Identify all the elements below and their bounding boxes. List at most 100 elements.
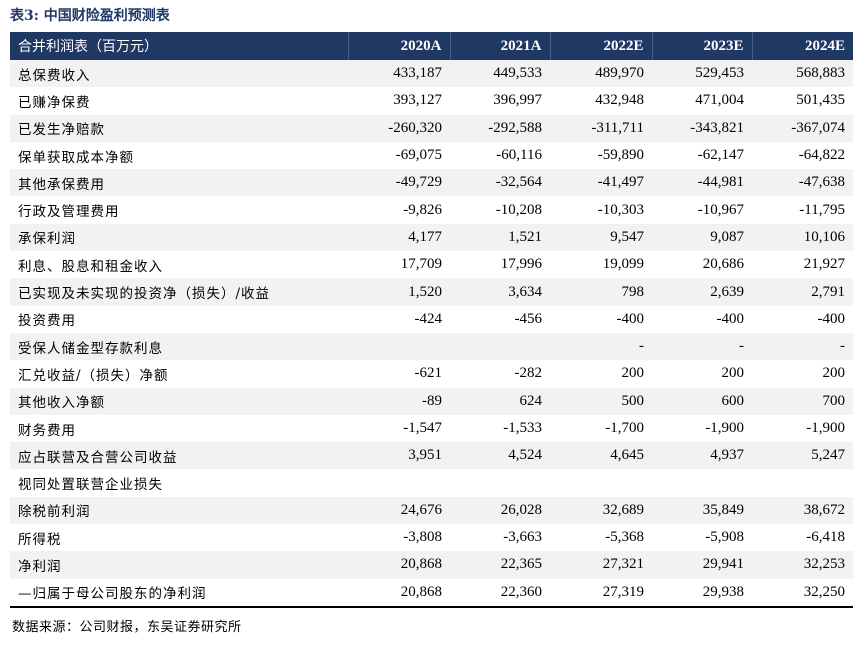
header-year: 2024E (751, 32, 853, 60)
cell-value: 200 (721, 365, 745, 382)
row-label: 视同处置联营企业损失 (18, 477, 163, 494)
cell-value: -1,900 (705, 420, 744, 436)
row-label: 其他收入净额 (10, 387, 348, 415)
table-row: 应占联营及合营公司收益 3,951 4,524 4,645 4,937 5,247 (10, 442, 853, 470)
cell-value: -400 (817, 310, 846, 327)
table-title: 表3: 中国财险盈利预测表 (10, 8, 170, 24)
cell-value: 20,686 (702, 256, 744, 273)
row-label: 保单获取成本净额 (18, 149, 134, 166)
table-row: 所得税 -3,808 -3,663 -5,368 -5,908 -6,418 (10, 524, 853, 551)
cell-value: -292,588 (450, 114, 550, 142)
row-label: 财务费用 (18, 422, 76, 439)
cell-value: -621 (414, 365, 443, 382)
cell-value (450, 332, 550, 361)
cell-value: 32,250 (752, 578, 853, 608)
cell-value: -64,822 (798, 147, 845, 164)
table-row: 其他承保费用 -49,729 -32,564 -41,497 -44,981 -47,63… (10, 169, 853, 197)
cell-value: 29,938 (652, 578, 752, 608)
table-row: 已赚净保费 393,127 396,997 432,948 471,004 501,435 (10, 87, 853, 114)
cell-value: 798 (550, 278, 652, 306)
cell-value: 20,868 (348, 551, 450, 579)
row-label: 已赚净保费 (18, 94, 91, 111)
cell-value: 624 (450, 387, 550, 415)
cell-value: -282 (514, 365, 543, 382)
table-row: 行政及管理费用 -9,826 -10,208 -10,303 -10,967 -11,79… (10, 196, 853, 223)
cell-value: -44,981 (652, 169, 752, 197)
row-label: 总保费收入 (10, 60, 348, 88)
cell-value: -456 (514, 310, 543, 327)
cell-value: -41,497 (550, 169, 652, 197)
table-row: 已实现及未实现的投资净（损失）/收益 1,520 3,634 798 2,639 2,79… (10, 278, 853, 306)
cell-value: 200 (621, 365, 645, 382)
row-label: 受保人储金型存款利息 (10, 332, 348, 361)
cell-value: 4,177 (348, 223, 450, 252)
cell-value: -49,729 (348, 169, 450, 197)
cell-value: -343,821 (652, 114, 752, 142)
row-label: 其他承保费用 (10, 169, 348, 197)
table-row: —归属于母公司股东的净利润 20,868 22,360 27,319 29,938 32,… (10, 578, 853, 608)
cell-value: -62,147 (697, 147, 744, 164)
cell-value: 32,253 (752, 551, 853, 579)
cell-value: 4,645 (550, 442, 652, 470)
table-row: 已发生净赔款 -260,320 -292,588 -311,711 -343,821 -3… (10, 114, 853, 142)
data-source-note: 数据来源：公司财报，东吴证券研究所 (12, 620, 242, 635)
cell-value: -311,711 (550, 114, 652, 142)
cell-value: 1,520 (348, 278, 450, 306)
table-row: 保单获取成本净额 -69,075 -60,116 -59,890 -62,147 -64,… (10, 142, 853, 169)
row-label: 已实现及未实现的投资净（损失）/收益 (10, 278, 348, 306)
row-label: 投资费用 (18, 313, 76, 330)
cell-value (348, 469, 450, 496)
table-row: 承保利润 4,177 1,521 9,547 9,087 10,106 (10, 223, 853, 252)
cell-value: 2,639 (652, 278, 752, 306)
cell-value (348, 332, 450, 361)
cell-value: 600 (652, 387, 752, 415)
table-row: 视同处置联营企业损失 (10, 469, 853, 496)
cell-value: 9,547 (550, 223, 652, 252)
table-row: 总保费收入 433,187 449,533 489,970 529,453 568,883 (10, 60, 853, 88)
cell-value: 393,127 (393, 92, 442, 109)
cell-value: -3,808 (403, 529, 442, 546)
cell-value: 26,028 (450, 496, 550, 525)
cell-value: - (752, 332, 853, 361)
cell-value: -69,075 (395, 147, 442, 164)
cell-value: 471,004 (695, 92, 744, 109)
cell-value: -260,320 (348, 114, 450, 142)
cell-value: 396,997 (493, 92, 542, 109)
cell-value: 38,672 (752, 496, 853, 525)
cell-value: 4,937 (652, 442, 752, 470)
cell-value: 20,868 (348, 578, 450, 608)
cell-value: -32,564 (450, 169, 550, 197)
row-label: 汇兑收益/（损失）净额 (18, 367, 169, 384)
cell-value: 3,634 (450, 278, 550, 306)
row-label: 已发生净赔款 (10, 114, 348, 142)
table-row: 其他收入净额 -89 624 500 600 700 (10, 387, 853, 415)
cell-value: 27,321 (550, 551, 652, 579)
cell-value: 500 (550, 387, 652, 415)
cell-value: -1,700 (605, 420, 644, 436)
row-label: 利息、股息和租金收入 (18, 258, 163, 275)
cell-value: 22,360 (450, 578, 550, 608)
cell-value: 449,533 (450, 60, 550, 88)
cell-value: -10,303 (597, 201, 644, 218)
cell-value: 35,849 (652, 496, 752, 525)
row-label: 承保利润 (10, 223, 348, 252)
row-label: —归属于母公司股东的净利润 (10, 578, 348, 608)
cell-value: 29,941 (652, 551, 752, 579)
cell-value: 17,709 (400, 256, 442, 273)
cell-value: -5,908 (705, 529, 744, 546)
row-label: 应占联营及合营公司收益 (10, 442, 348, 470)
header-year: 2023E (651, 32, 752, 60)
cell-value (450, 469, 550, 496)
row-label: 除税前利润 (10, 496, 348, 525)
table-row: 投资费用 -424 -456 -400 -400 -400 (10, 306, 853, 333)
header-row: 合并利润表（百万元） 2020A 2021A 2022E 2023E 2024E (10, 32, 853, 60)
cell-value: 700 (752, 387, 853, 415)
cell-value: 10,106 (752, 223, 853, 252)
cell-value: - (550, 332, 652, 361)
cell-value: -6,418 (806, 529, 845, 546)
cell-value: -424 (414, 310, 443, 327)
cell-value: -89 (348, 387, 450, 415)
cell-value: -5,368 (605, 529, 644, 546)
cell-value: 24,676 (348, 496, 450, 525)
cell-value: 9,087 (652, 223, 752, 252)
